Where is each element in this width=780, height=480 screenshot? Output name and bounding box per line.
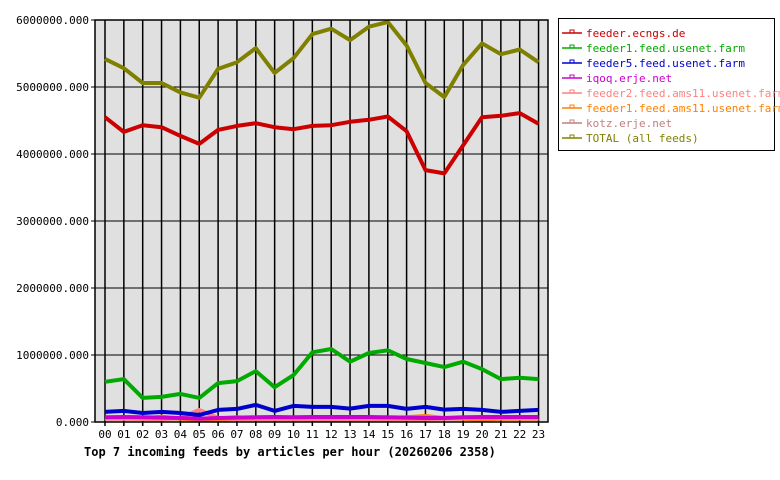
x-tick-label: 00 [98,428,111,441]
x-tick-label: 16 [400,428,413,441]
series-line-total-all-feeds- [104,20,540,100]
chart-title: Top 7 incoming feeds by articles per hou… [84,445,496,459]
legend-marker-icon [569,74,575,79]
legend-label: kotz.erje.net [586,117,672,130]
x-tick-label: 22 [513,428,526,441]
x-tick-label: 01 [117,428,130,441]
legend-label: TOTAL (all feeds) [586,132,699,145]
x-tick-label: 04 [174,428,188,441]
y-tick-label: 5000000.000 [16,81,89,94]
axes: 00 01 02 03 04 05 06 07 08 09 10 11 12 13 14 15 16 17 18 19… [16,14,549,441]
x-tick-label: 03 [155,428,168,441]
x-tick-label: 10 [287,428,300,441]
x-tick-label: 14 [362,428,376,441]
x-tick-label: 11 [306,428,319,441]
x-tick-label: 06 [211,428,224,441]
plot-border [94,19,549,423]
x-tick-label: 08 [249,428,262,441]
legend-marker-icon [569,89,575,94]
legend-label: feeder5.feed.usenet.farm [586,57,745,70]
y-tick-label: 0.000 [56,416,89,429]
legend-label: feeder1.feed.ams11.usenet.farm [586,102,780,115]
legend-marker-icon [569,44,575,49]
legend-marker-icon [569,29,575,34]
series-line-iqoq-erje-net [104,415,539,421]
legend: feeder.ecngs.de feeder1.feed.usenet.farm f… [558,18,780,151]
legend-label: feeder1.feed.usenet.farm [586,42,745,55]
grid [91,19,548,426]
x-tick-label: 05 [193,428,206,441]
series-line-feeder5-feed-usenet-farm [104,402,539,417]
x-tick-label: 12 [325,428,338,441]
x-tick-label: 20 [475,428,488,441]
x-tick-label: 23 [532,428,545,441]
x-tick-label: 15 [381,428,394,441]
legend-label: iqoq.erje.net [586,72,672,85]
y-tick-label: 1000000.000 [16,349,89,362]
x-tick-label: 21 [494,428,507,441]
legend-label: feeder.ecngs.de [586,27,685,40]
y-tick-label: 4000000.000 [16,148,89,161]
legend-marker-icon [569,134,575,139]
x-tick-label: 18 [438,428,451,441]
x-tick-label: 13 [343,428,356,441]
series-line-feeder1-feed-usenet-farm [104,347,539,400]
series-lines [103,20,540,422]
x-tick-label: 07 [230,428,243,441]
series-line-feeder-ecngs-de [103,111,540,176]
legend-marker-icon [569,104,575,109]
x-tick-label: 09 [268,428,281,441]
y-tick-label: 2000000.000 [16,282,89,295]
legend-marker-icon [569,119,575,124]
x-tick-label: 02 [136,428,149,441]
x-tick-label: 19 [457,428,470,441]
y-tick-label: 6000000.000 [16,14,89,27]
y-tick-label: 3000000.000 [16,215,89,228]
legend-label: feeder2.feed.ams11.usenet.farm [586,87,780,100]
x-tick-label: 17 [419,428,432,441]
legend-marker-icon [569,59,575,64]
